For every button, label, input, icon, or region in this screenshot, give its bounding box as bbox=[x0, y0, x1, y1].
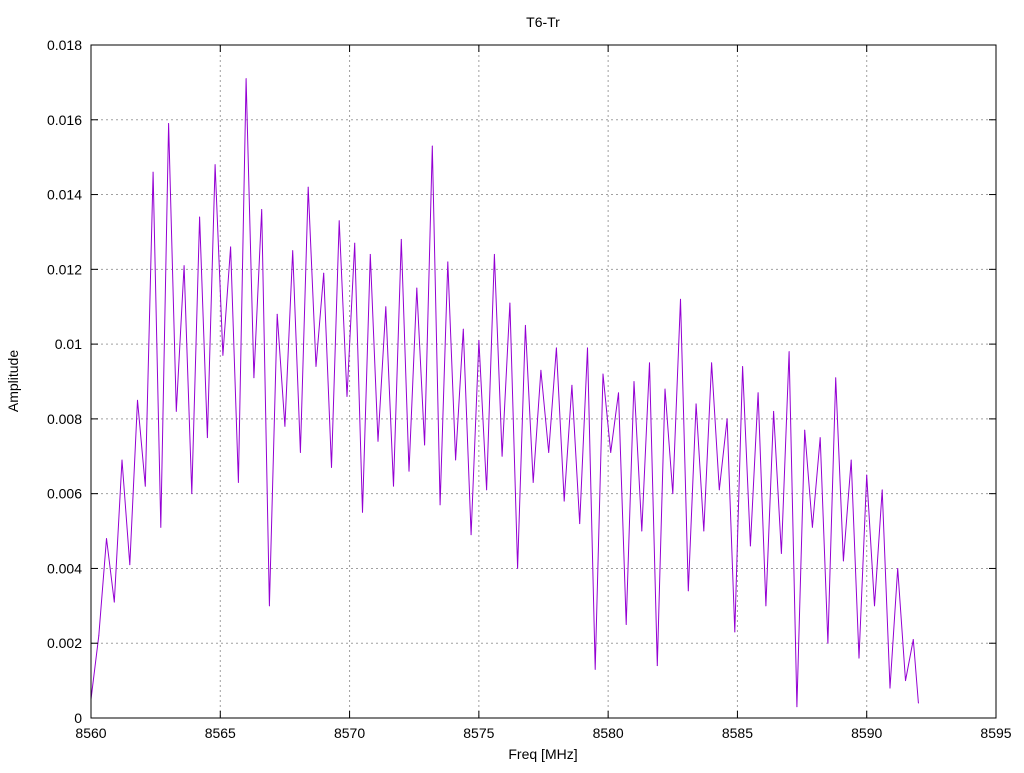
x-axis-label: Freq [MHz] bbox=[508, 746, 577, 762]
x-tick-label: 8570 bbox=[334, 725, 365, 741]
y-tick-label: 0.002 bbox=[47, 635, 82, 651]
x-tick-label: 8575 bbox=[463, 725, 494, 741]
y-tick-label: 0.006 bbox=[47, 486, 82, 502]
x-tick-label: 8580 bbox=[593, 725, 624, 741]
series-line bbox=[90, 78, 919, 707]
x-tick-label: 8565 bbox=[205, 725, 236, 741]
y-tick-label: 0.008 bbox=[47, 411, 82, 427]
x-tick-label: 8560 bbox=[75, 725, 106, 741]
series-group bbox=[90, 78, 919, 708]
y-tick-label: 0.004 bbox=[47, 560, 82, 576]
y-tick-label: 0.012 bbox=[47, 261, 82, 277]
y-tick-label: 0 bbox=[74, 710, 82, 726]
grid bbox=[91, 45, 996, 718]
y-tick-label: 0.01 bbox=[55, 336, 82, 352]
x-tick-label: 8585 bbox=[722, 725, 753, 741]
y-axis-label: Amplitude bbox=[5, 350, 21, 412]
x-tick-label: 8590 bbox=[851, 725, 882, 741]
y-tick-label: 0.018 bbox=[47, 37, 82, 53]
ticks: 8560 8565 8570 8575 8580 8585 8590 8595 0 0.002 0.… bbox=[47, 37, 1012, 741]
y-tick-label: 0.014 bbox=[47, 187, 82, 203]
y-tick-label: 0.016 bbox=[47, 112, 82, 128]
plot-frame bbox=[90, 44, 997, 719]
x-tick-label: 8595 bbox=[980, 725, 1011, 741]
chart-title: T6-Tr bbox=[526, 14, 560, 30]
series-layer bbox=[90, 78, 919, 708]
